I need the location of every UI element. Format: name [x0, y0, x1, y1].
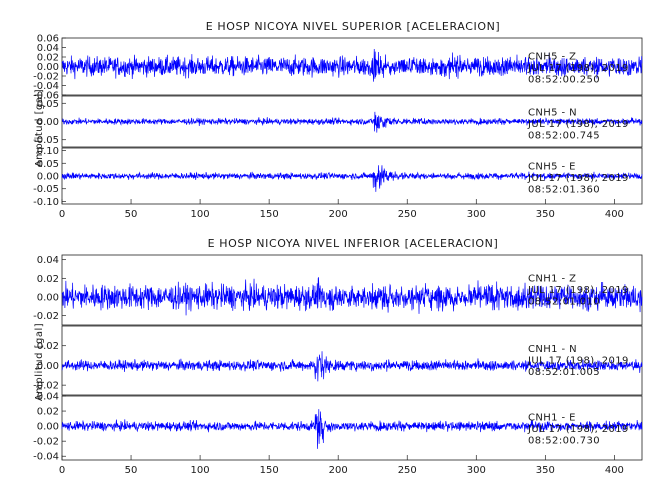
x-tick-label: 150 — [260, 465, 279, 476]
nivel-inferior-panel: E HOSP NICOYA NIVEL INFERIOR [ACELERACIO… — [33, 237, 643, 476]
trace-frame — [61, 254, 643, 326]
x-tick-label: 50 — [125, 465, 138, 476]
y-tick-label: -0.02 — [33, 311, 59, 322]
y-tick-label: 0.04 — [37, 392, 59, 403]
waveform-trace — [61, 351, 643, 382]
trace-frame — [61, 325, 643, 396]
x-tick-label: 400 — [605, 465, 624, 476]
x-tick-label: 0 — [59, 209, 65, 220]
waveform-trace — [61, 409, 643, 449]
x-tick-label: 100 — [191, 465, 210, 476]
y-tick-label: 0.00 — [37, 422, 59, 433]
y-tick-label: -0.05 — [33, 135, 59, 146]
time-label: 08:52:00.745 — [528, 130, 600, 141]
date-label: JUL 17 (198), 2019 — [527, 285, 629, 296]
y-axis-label: Amplitud [gal] — [34, 89, 45, 167]
y-tick-label: 0.00 — [37, 172, 59, 183]
y-tick-label: 0.02 — [37, 407, 59, 418]
y-axis-label: Amplitud [gal] — [34, 323, 45, 401]
y-tick-label: -0.02 — [33, 437, 59, 448]
x-tick-label: 350 — [536, 465, 555, 476]
y-tick-label: 0.02 — [37, 274, 59, 285]
date-label: JUL 17 (198), 2019 — [527, 63, 629, 74]
y-tick-label: -0.02 — [33, 381, 59, 392]
nivel-superior-panel: E HOSP NICOYA NIVEL SUPERIOR [ACELERACIO… — [33, 20, 643, 220]
x-tick-label: 0 — [59, 465, 65, 476]
date-label: JUL 17 (198), 2019 — [527, 424, 629, 435]
time-label: 08:52:01.360 — [528, 184, 600, 195]
waveform-trace — [61, 48, 643, 82]
waveform-trace — [61, 277, 643, 316]
y-tick-label: -0.05 — [33, 184, 59, 195]
date-label: JUL 17 (198), 2019 — [527, 173, 629, 184]
x-tick-label: 200 — [329, 465, 348, 476]
y-tick-label: -0.04 — [33, 452, 59, 463]
y-tick-label: 0.02 — [37, 341, 59, 352]
y-tick-label: 0.00 — [37, 361, 59, 372]
channel-label: CNH1 - E — [528, 412, 576, 423]
x-tick-label: 250 — [398, 465, 417, 476]
y-tick-label: 0.05 — [37, 99, 59, 110]
x-tick-label: 50 — [125, 209, 138, 220]
panel-title: E HOSP NICOYA NIVEL SUPERIOR [ACELERACIO… — [206, 20, 501, 33]
time-label: 08:52:00.250 — [528, 75, 600, 86]
x-tick-label: 250 — [398, 209, 417, 220]
channel-label: CNH5 - Z — [528, 52, 576, 63]
waveform-trace — [61, 111, 643, 133]
waveform-trace — [61, 165, 643, 192]
channel-label: CNH1 - Z — [528, 274, 576, 285]
x-tick-label: 300 — [467, 465, 486, 476]
channel-label: CNH1 - N — [528, 344, 577, 355]
y-tick-label: 0.05 — [37, 159, 59, 170]
date-label: JUL 17 (198), 2019 — [527, 356, 629, 367]
channel-label: CNH5 - E — [528, 161, 576, 172]
y-tick-label: 0.06 — [37, 34, 59, 45]
y-tick-label: 0.00 — [37, 117, 59, 128]
x-tick-label: 150 — [260, 209, 279, 220]
x-tick-label: 300 — [467, 209, 486, 220]
date-label: JUL 17 (198), 2019 — [527, 119, 629, 130]
time-label: 08:52:01.005 — [528, 367, 600, 378]
y-tick-label: -0.04 — [33, 81, 59, 92]
time-label: 08:52:01.010 — [528, 297, 600, 308]
x-tick-label: 400 — [605, 209, 624, 220]
x-tick-label: 350 — [536, 209, 555, 220]
x-tick-label: 200 — [329, 209, 348, 220]
y-tick-label: -0.02 — [33, 72, 59, 83]
y-tick-label: 0.10 — [37, 146, 59, 157]
y-tick-label: 0.00 — [37, 62, 59, 73]
panel-title: E HOSP NICOYA NIVEL INFERIOR [ACELERACIO… — [208, 237, 499, 250]
y-tick-label: 0.02 — [37, 53, 59, 64]
y-tick-label: 0.04 — [37, 43, 59, 54]
y-tick-label: 0.04 — [37, 255, 59, 266]
channel-label: CNH5 - N — [528, 107, 577, 118]
y-tick-label: -0.06 — [33, 91, 59, 102]
y-tick-label: -0.10 — [33, 197, 59, 208]
time-label: 08:52:00.730 — [528, 435, 600, 446]
y-tick-label: 0.00 — [37, 293, 59, 304]
x-tick-label: 100 — [191, 209, 210, 220]
